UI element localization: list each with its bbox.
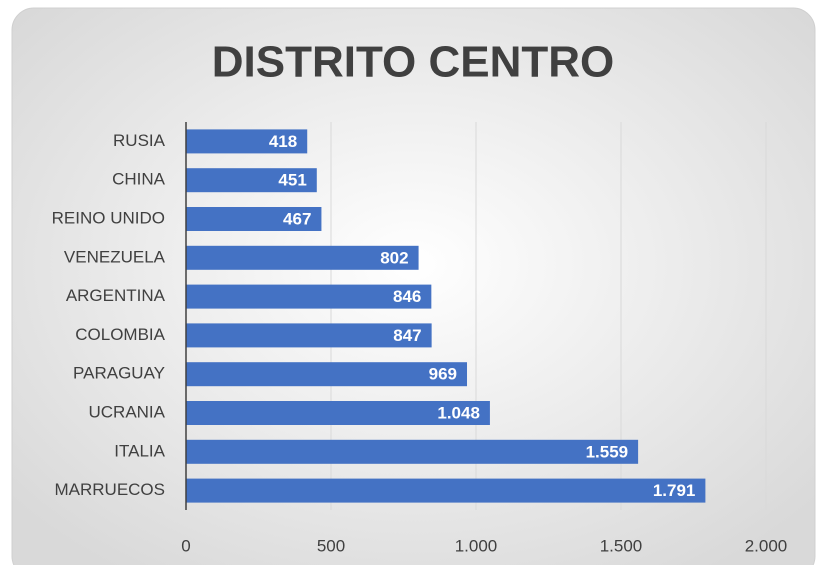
bar [186,401,490,425]
value-label: 467 [283,209,311,228]
bar [186,362,468,387]
value-label: 451 [278,171,306,190]
bar [186,207,322,231]
value-label: 846 [393,287,421,306]
y-tick-label: REINO UNIDO [52,208,165,227]
x-tick-label: 1.000 [455,536,498,555]
bar [186,284,432,309]
y-tick-label: PARAGUAY [73,364,165,383]
bar [186,439,639,464]
value-label: 1.559 [586,442,629,461]
y-tick-label: CHINA [112,170,166,189]
value-label: 1.048 [437,403,480,422]
bar [186,168,317,193]
value-label: 418 [269,132,297,151]
y-tick-label: ARGENTINA [66,286,166,305]
bar [186,245,419,270]
x-tick-label: 0 [181,536,190,555]
y-tick-label: ITALIA [114,441,165,460]
x-tick-label: 1.500 [600,536,643,555]
value-label: 847 [393,326,421,345]
x-tick-label: 2.000 [745,536,788,555]
bar [186,478,706,503]
x-tick-label: 500 [317,536,345,555]
bar [186,323,432,348]
y-tick-label: COLOMBIA [75,325,165,344]
y-tick-label: RUSIA [113,131,166,150]
chart-title: DISTRITO CENTRO [212,38,615,87]
y-tick-label: MARRUECOS [54,480,165,499]
value-label: 802 [380,248,408,267]
value-label: 1.791 [653,481,696,500]
bar [186,129,308,154]
value-label: 969 [429,365,457,384]
y-tick-label: VENEZUELA [64,247,166,266]
y-tick-label: UCRANIA [88,402,165,421]
